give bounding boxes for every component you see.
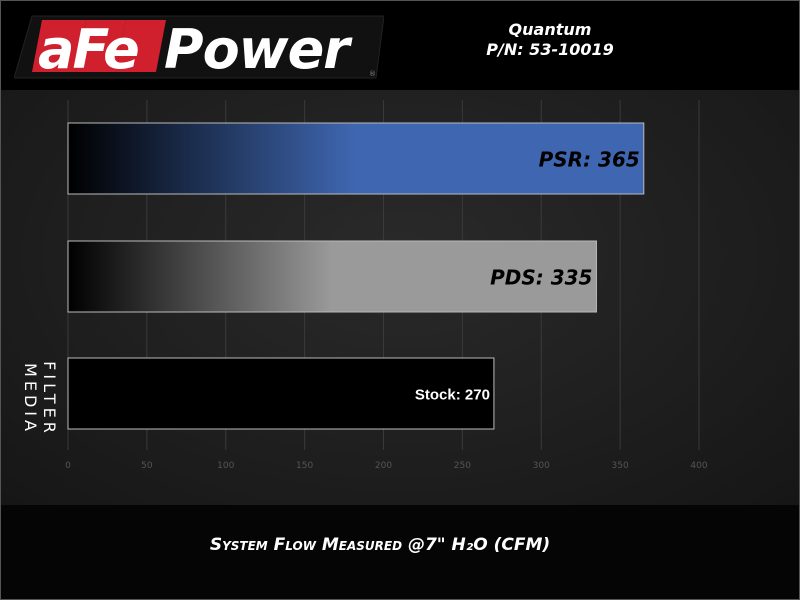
- svg-text:aFe: aFe: [38, 18, 138, 80]
- footer: System Flow Measured @7" H₂O (CFM): [0, 505, 800, 600]
- data-label: Stock: 270: [415, 387, 490, 404]
- product-info: Quantum P/N: 53-10019: [440, 20, 660, 60]
- x-axis-label: System Flow Measured @7" H₂O (CFM): [209, 535, 551, 555]
- data-label: PSR: 365: [539, 148, 640, 172]
- svg-text:®: ®: [369, 70, 376, 78]
- svg-text:Power: Power: [164, 18, 353, 80]
- x-tick-label: 0: [65, 461, 71, 471]
- bar-stock: [67, 357, 495, 430]
- product-name: Quantum: [508, 20, 592, 39]
- x-tick-label: 250: [454, 461, 471, 471]
- y-axis-label: FILTER MEDIA: [21, 361, 59, 437]
- bar-pds: [67, 240, 597, 313]
- x-tick-label: 50: [141, 461, 153, 471]
- header: aFe Power ® Quantum P/N: 53-10019: [0, 0, 800, 90]
- chart-area: 0 50 100 150 200 250 300 350 400 PSR: 365 PDS: 335…: [0, 90, 800, 505]
- bar-psr: [67, 122, 645, 195]
- x-tick-label: 400: [690, 461, 707, 471]
- x-tick-label: 350: [612, 461, 629, 471]
- x-tick-label: 200: [375, 461, 392, 471]
- bar-chart: 0 50 100 150 200 250 300 350 400 PSR: 365 PDS: 335…: [65, 100, 708, 471]
- x-tick-label: 300: [533, 461, 550, 471]
- part-number: P/N: 53-10019: [486, 40, 614, 59]
- afe-power-logo: aFe Power ®: [14, 15, 384, 80]
- x-tick-label: 100: [217, 461, 234, 471]
- x-tick-label: 150: [296, 461, 313, 471]
- data-label: PDS: 335: [490, 266, 592, 290]
